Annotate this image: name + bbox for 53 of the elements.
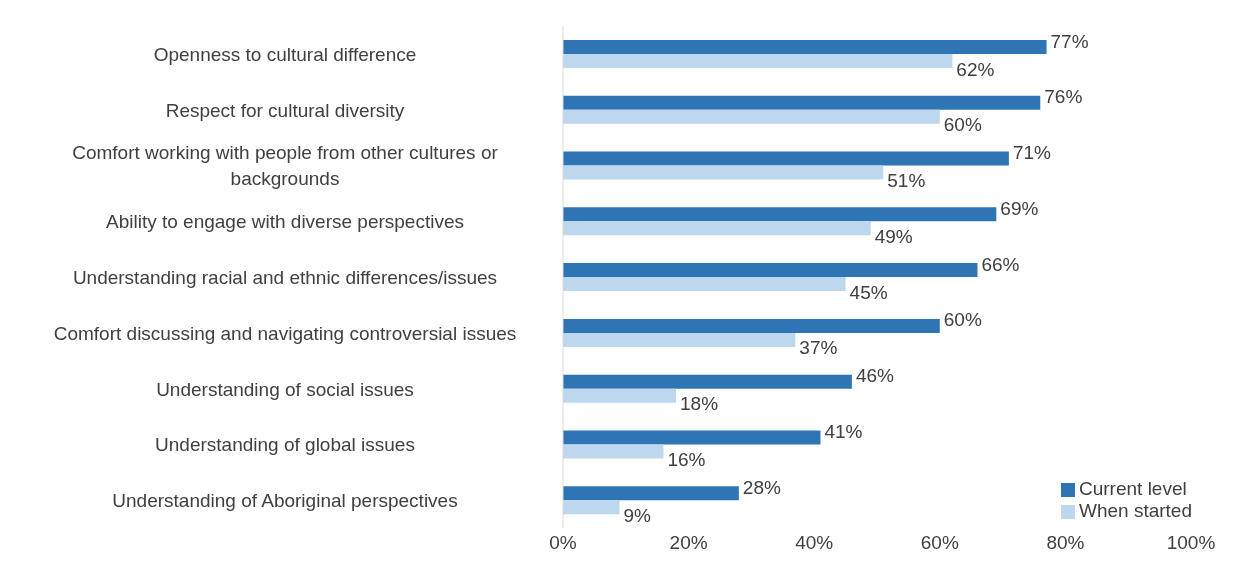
y-tick-label: Ability to engage with diverse perspectives	[105, 210, 465, 232]
x-tick-label: 20%	[669, 532, 708, 554]
bar	[563, 40, 1047, 54]
bar	[563, 388, 677, 403]
bar	[563, 500, 620, 515]
data-label: 9%	[623, 504, 652, 526]
bar	[563, 207, 997, 222]
x-tick-label: 80%	[1046, 532, 1085, 554]
data-label: 16%	[667, 448, 706, 470]
data-label: 41%	[824, 420, 863, 442]
data-label: 49%	[874, 225, 913, 247]
bar	[563, 263, 978, 278]
bar	[563, 444, 664, 459]
data-label: 62%	[956, 58, 995, 80]
data-label: 77%	[1050, 30, 1089, 52]
x-tick-label: 0%	[549, 532, 577, 554]
data-label: 71%	[1012, 142, 1052, 164]
y-tick-label: Comfort discussing and navigating controversial issues	[53, 322, 517, 344]
data-label: 60%	[943, 309, 982, 331]
bar	[563, 332, 796, 347]
y-tick-label: Understanding of Aboriginal perspectives	[112, 489, 458, 511]
bar	[563, 54, 953, 68]
data-label: 46%	[855, 365, 895, 387]
y-tick-label: Comfort working with people from other cultures or backgrounds	[72, 141, 499, 189]
x-tick-label: 60%	[920, 532, 959, 554]
y-tick-label: Understanding racial and ethnic differences/issues	[72, 266, 498, 288]
y-tick-label: Understanding of social issues	[156, 378, 414, 400]
bar	[563, 318, 940, 333]
x-tick-label: 100%	[1166, 532, 1216, 554]
bar	[563, 165, 884, 180]
data-label: 69%	[1000, 197, 1039, 219]
bar	[563, 221, 871, 236]
data-label: 28%	[742, 476, 781, 498]
y-tick-label: Openness to cultural difference	[153, 43, 417, 65]
legend-label: Current level	[1079, 478, 1187, 499]
y-tick-label: Understanding of global issues	[155, 433, 415, 455]
data-label: 18%	[680, 393, 719, 415]
bar	[563, 277, 846, 292]
y-tick-label: Respect for cultural diversity	[165, 99, 405, 121]
bar	[563, 486, 739, 501]
data-label: 37%	[799, 337, 838, 359]
bar	[563, 151, 1009, 166]
data-label: 51%	[887, 170, 926, 192]
legend-label: When started	[1079, 500, 1192, 521]
data-label: 60%	[943, 114, 982, 136]
bar	[563, 109, 940, 124]
bar	[563, 430, 821, 445]
data-label: 45%	[849, 281, 888, 303]
data-label: 66%	[981, 253, 1020, 275]
x-tick-label: 40%	[795, 532, 834, 554]
bar	[563, 95, 1041, 110]
bar	[563, 374, 852, 389]
data-label: 76%	[1044, 86, 1083, 108]
